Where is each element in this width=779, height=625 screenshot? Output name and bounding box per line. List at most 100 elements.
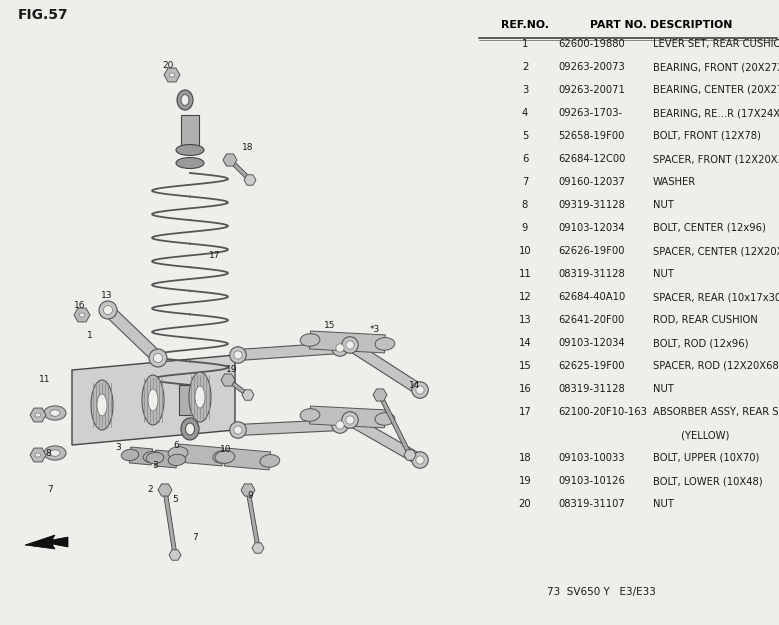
Text: BOLT, CENTER (12x96): BOLT, CENTER (12x96)	[653, 223, 766, 233]
Ellipse shape	[342, 337, 358, 353]
Text: NUT: NUT	[653, 499, 674, 509]
Polygon shape	[154, 450, 178, 468]
Polygon shape	[74, 308, 90, 322]
Polygon shape	[238, 342, 340, 361]
Ellipse shape	[44, 406, 66, 420]
Ellipse shape	[215, 451, 235, 463]
Ellipse shape	[234, 351, 242, 359]
Text: 62100-20F10-163: 62100-20F10-163	[558, 407, 647, 417]
Text: NUT: NUT	[653, 269, 674, 279]
Text: 20: 20	[519, 499, 531, 509]
Ellipse shape	[300, 334, 320, 346]
Ellipse shape	[99, 301, 117, 319]
Text: 13: 13	[519, 315, 531, 325]
Text: BOLT, ROD (12x96): BOLT, ROD (12x96)	[653, 338, 749, 348]
Text: 20: 20	[162, 61, 174, 69]
Ellipse shape	[97, 394, 107, 416]
Text: 11: 11	[519, 269, 531, 279]
Text: 14: 14	[519, 338, 531, 348]
Polygon shape	[347, 341, 423, 394]
Ellipse shape	[91, 380, 113, 430]
Text: 17: 17	[519, 407, 531, 417]
Ellipse shape	[332, 340, 348, 356]
Polygon shape	[347, 415, 423, 465]
Polygon shape	[238, 419, 340, 436]
Ellipse shape	[416, 386, 424, 394]
Text: 09263-20071: 09263-20071	[558, 85, 625, 95]
Ellipse shape	[35, 413, 41, 417]
Polygon shape	[244, 175, 256, 185]
Ellipse shape	[213, 451, 233, 463]
Ellipse shape	[169, 73, 174, 77]
Text: BOLT, UPPER (10X70): BOLT, UPPER (10X70)	[653, 453, 760, 463]
Text: FIG.57: FIG.57	[18, 8, 69, 22]
Polygon shape	[164, 68, 180, 82]
Text: 11: 11	[39, 376, 51, 384]
Text: 5: 5	[172, 496, 178, 504]
Text: NUT: NUT	[653, 200, 674, 210]
Text: REF.NO.: REF.NO.	[501, 20, 549, 30]
Text: 09263-1703-: 09263-1703-	[558, 108, 622, 118]
Text: SPACER, CENTER (12X20X...: SPACER, CENTER (12X20X...	[653, 246, 779, 256]
Polygon shape	[158, 484, 172, 496]
Ellipse shape	[336, 421, 344, 429]
Text: 14: 14	[409, 381, 421, 389]
Polygon shape	[309, 331, 386, 353]
Text: 15: 15	[324, 321, 336, 329]
Polygon shape	[379, 394, 412, 456]
Text: 7: 7	[522, 177, 528, 187]
Text: 09103-12034: 09103-12034	[558, 338, 625, 348]
Text: 3: 3	[115, 444, 121, 452]
Polygon shape	[179, 385, 201, 415]
Ellipse shape	[260, 454, 280, 468]
Ellipse shape	[44, 446, 66, 460]
Polygon shape	[163, 490, 177, 555]
Text: 09103-10033: 09103-10033	[558, 453, 625, 463]
Text: 62626-19F00: 62626-19F00	[558, 246, 625, 256]
Text: 8: 8	[522, 200, 528, 210]
Text: 08319-31128: 08319-31128	[558, 384, 625, 394]
Text: SPACER, REAR (10x17x30...: SPACER, REAR (10x17x30...	[653, 292, 779, 302]
Text: 09103-12034: 09103-12034	[558, 223, 625, 233]
Ellipse shape	[195, 386, 205, 408]
Text: 6: 6	[522, 154, 528, 164]
Ellipse shape	[181, 418, 199, 440]
Text: ROD, REAR CUSHION: ROD, REAR CUSHION	[653, 315, 758, 325]
Polygon shape	[30, 448, 46, 462]
Polygon shape	[373, 389, 387, 401]
Polygon shape	[177, 444, 224, 466]
Text: PART NO.: PART NO.	[590, 20, 647, 30]
Polygon shape	[104, 306, 162, 362]
Ellipse shape	[153, 354, 163, 362]
Text: BEARING, CENTER (20X27...: BEARING, CENTER (20X27...	[653, 85, 779, 95]
Polygon shape	[404, 450, 416, 460]
Text: SPACER, FRONT (12X20X3...: SPACER, FRONT (12X20X3...	[653, 154, 779, 164]
Text: SPACER, ROD (12X20X68): SPACER, ROD (12X20X68)	[653, 361, 779, 371]
Text: 3: 3	[152, 461, 158, 469]
Text: 12: 12	[519, 292, 531, 302]
Text: 62625-19F00: 62625-19F00	[558, 361, 625, 371]
Polygon shape	[221, 374, 235, 386]
Text: 62684-40A10: 62684-40A10	[558, 292, 626, 302]
Polygon shape	[30, 408, 46, 422]
Text: 2: 2	[522, 62, 528, 72]
Polygon shape	[72, 355, 235, 445]
Text: 62641-20F00: 62641-20F00	[558, 315, 624, 325]
Text: 13: 13	[101, 291, 113, 299]
Text: BEARING, FRONT (20X27X...: BEARING, FRONT (20X27X...	[653, 62, 779, 72]
Ellipse shape	[189, 372, 211, 422]
Ellipse shape	[342, 412, 358, 428]
Text: 15: 15	[519, 361, 531, 371]
Ellipse shape	[149, 349, 167, 367]
Polygon shape	[25, 535, 68, 549]
Ellipse shape	[181, 94, 189, 106]
Ellipse shape	[168, 454, 185, 466]
Polygon shape	[252, 542, 264, 553]
Polygon shape	[246, 489, 260, 548]
Ellipse shape	[148, 389, 158, 411]
Ellipse shape	[336, 344, 344, 352]
Text: 4: 4	[522, 108, 528, 118]
Text: 17: 17	[210, 251, 220, 259]
Ellipse shape	[375, 338, 395, 350]
Ellipse shape	[230, 347, 246, 363]
